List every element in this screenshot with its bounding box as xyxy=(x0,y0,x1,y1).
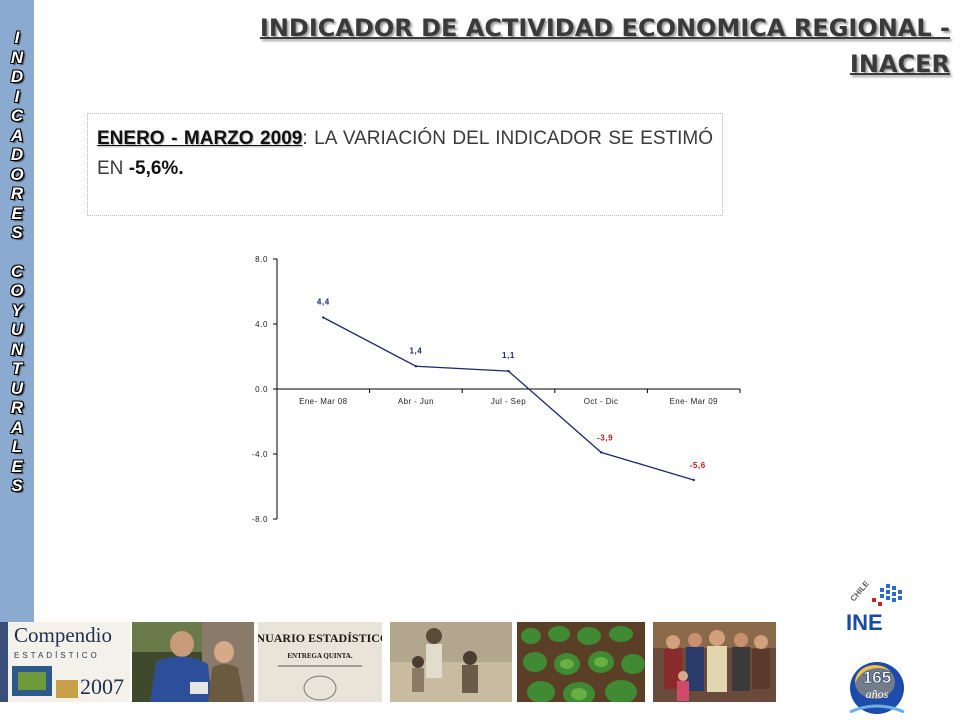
photo-vegetable-field xyxy=(517,622,645,702)
data-label: -5,6 xyxy=(690,461,706,470)
sidebar-letter: E xyxy=(11,456,23,476)
data-point xyxy=(322,316,325,319)
anniversary-number: 165 xyxy=(863,668,891,687)
sidebar-letter: C xyxy=(10,261,24,281)
x-tick-label: Jul - Sep xyxy=(491,397,526,406)
summary-textbox: ENERO - MARZO 2009: LA VARIACIÓN DEL IND… xyxy=(87,113,723,216)
anniversary-word: años xyxy=(866,687,889,701)
sidebar-letter: Y xyxy=(11,300,23,320)
sidebar-letter: U xyxy=(10,378,24,398)
y-tick-label: -4.0 xyxy=(252,450,268,459)
sidebar-letter: D xyxy=(10,145,24,164)
page-title: INDICADOR DE ACTIVIDAD ECONOMICA REGIONA… xyxy=(180,10,950,82)
x-tick-label: Abr - Jun xyxy=(398,397,434,406)
sidebar-letter: E xyxy=(11,203,23,223)
sidebar-letter: O xyxy=(10,164,24,184)
ine-name: INE xyxy=(846,610,883,635)
photo-historic-children xyxy=(390,622,512,702)
sidebar-band xyxy=(0,0,34,622)
compendio-title: Compendio xyxy=(14,623,112,647)
compendio-subtitle: ESTADÍSTICO xyxy=(14,651,100,660)
sidebar-letter: R xyxy=(10,184,24,203)
sidebar-letter: U xyxy=(10,320,24,339)
compendio-cover-image: Compendio ESTADÍSTICO 2007 xyxy=(0,622,130,702)
sidebar-letter: S xyxy=(11,476,23,495)
sidebar-letter: N xyxy=(10,47,24,67)
data-label: 1,4 xyxy=(409,346,422,355)
sidebar-letter: D xyxy=(10,67,24,86)
photo-family-group xyxy=(653,622,776,702)
anuario-subtitle: ENTREGA QUINTA. xyxy=(287,652,352,660)
sidebar-letter: A xyxy=(10,125,24,145)
x-tick-label: Ene- Mar 08 xyxy=(299,397,348,406)
x-tick-label: Oct - Dic xyxy=(584,397,619,406)
summary-text: : LA VARIACIÓN DEL INDICADOR SE ESTIMÓ E… xyxy=(97,128,714,179)
ine-chile-text: CHILE xyxy=(849,579,872,604)
sidebar-letter: S xyxy=(11,223,23,242)
photo-women-outdoors xyxy=(132,622,254,702)
x-tick-label: Ene- Mar 09 xyxy=(669,397,718,406)
sidebar-letter: I xyxy=(14,28,20,47)
page-title-line1: INDICADOR DE ACTIVIDAD ECONOMICA REGIONA… xyxy=(259,14,950,42)
data-label: 1,1 xyxy=(502,351,515,360)
data-point xyxy=(507,369,510,373)
data-point xyxy=(414,365,418,368)
sidebar-letter: N xyxy=(10,339,24,359)
y-tick-label: 8.0 xyxy=(255,255,268,264)
y-tick-label: -8.0 xyxy=(252,515,268,524)
data-point xyxy=(692,478,695,482)
y-tick-label: 0.0 xyxy=(255,385,268,394)
sidebar-letter: T xyxy=(11,359,23,378)
sidebar-letter: O xyxy=(10,281,24,300)
sidebar-letter: C xyxy=(10,106,24,125)
sidebar-letter: R xyxy=(10,398,24,417)
sidebar-letter: I xyxy=(14,86,20,106)
compendio-year: 2007 xyxy=(80,674,124,699)
inacer-line-chart: 8.0 4.0 0.0 -4.0 -8.0 Ene- Mar 08 Abr - Jun Jul… xyxy=(252,255,741,524)
summary-value: -5,6%. xyxy=(128,158,184,179)
summary-period: ENERO - MARZO 2009 xyxy=(97,128,303,149)
sidebar-letter: A xyxy=(10,417,24,437)
sidebar-letter: L xyxy=(11,437,23,456)
anuario-title: ANUARIO ESTADÍSTICO. xyxy=(258,631,382,645)
data-point xyxy=(599,451,603,454)
y-tick-label: 4.0 xyxy=(255,320,268,329)
anniversary-badge: 165 años xyxy=(849,662,905,714)
data-label: -3,9 xyxy=(597,433,613,442)
anuario-document-image: ANUARIO ESTADÍSTICO. ENTREGA QUINTA. xyxy=(258,622,382,702)
ine-logo: CHILE INE xyxy=(846,579,902,635)
page-title-line2: INACER xyxy=(849,50,950,78)
data-label: 4,4 xyxy=(317,298,330,307)
